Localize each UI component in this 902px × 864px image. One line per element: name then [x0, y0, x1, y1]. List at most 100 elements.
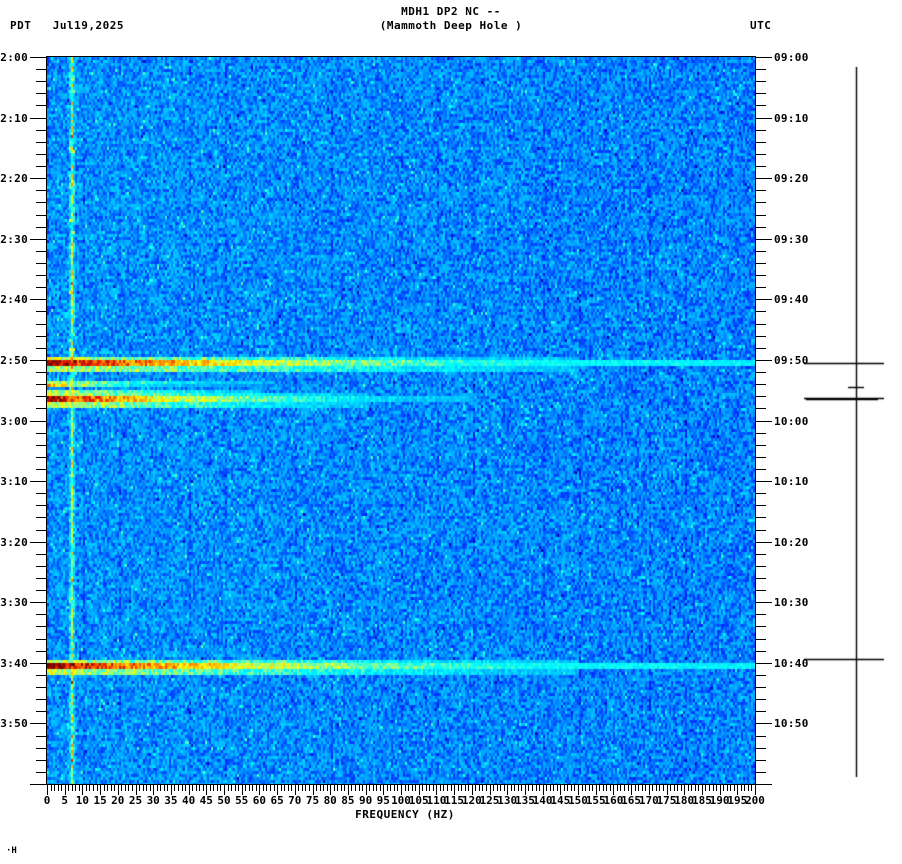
freq-label-115: 115 — [444, 794, 465, 807]
plot-border-top — [46, 56, 756, 57]
time-tick-minor-left — [36, 408, 46, 409]
time-tick-minor-left — [36, 166, 46, 167]
freq-tick-major — [419, 785, 420, 795]
time-tick-major-right — [756, 118, 772, 119]
freq-tick-minor — [681, 785, 682, 791]
time-label-left-0210: 02:10 — [0, 111, 28, 125]
time-label-left-0350: 03:50 — [0, 717, 28, 731]
time-tick-minor-right — [756, 372, 766, 373]
freq-tick-major — [47, 785, 48, 795]
freq-tick-major — [189, 785, 190, 795]
time-tick-minor-right — [756, 505, 766, 506]
freq-tick-minor — [51, 785, 52, 791]
time-tick-minor-right — [756, 614, 766, 615]
time-tick-minor-left — [36, 445, 46, 446]
freq-tick-minor — [213, 785, 214, 791]
time-label-right-1040: 10:40 — [774, 656, 809, 670]
freq-tick-minor — [497, 785, 498, 791]
freq-label-80: 80 — [323, 794, 337, 807]
time-tick-minor-left — [36, 687, 46, 688]
freq-label-150: 150 — [568, 794, 588, 807]
freq-tick-minor — [429, 785, 430, 791]
freq-tick-minor — [564, 785, 565, 791]
freq-label-145: 145 — [550, 794, 571, 807]
freq-tick-minor — [705, 785, 706, 791]
time-tick-minor-right — [756, 263, 766, 264]
freq-tick-minor — [355, 785, 356, 791]
freq-tick-minor — [635, 785, 636, 791]
freq-label-45: 45 — [199, 794, 213, 807]
freq-tick-minor — [589, 785, 590, 791]
plot-axis-right — [755, 57, 756, 785]
freq-tick-minor — [695, 785, 696, 791]
time-tick-minor-left — [36, 336, 46, 337]
freq-tick-minor — [412, 785, 413, 791]
time-label-right-0950: 09:50 — [774, 353, 809, 367]
freq-tick-major — [295, 785, 296, 795]
freq-label-60: 60 — [252, 794, 267, 807]
freq-tick-minor — [125, 785, 126, 791]
freq-tick-minor — [610, 785, 611, 791]
freq-tick-minor — [249, 785, 250, 791]
freq-tick-major — [82, 785, 83, 795]
freq-tick-minor — [143, 785, 144, 791]
time-tick-minor-right — [756, 736, 766, 737]
time-tick-minor-left — [36, 215, 46, 216]
time-label-left-0330: 03:30 — [0, 596, 28, 610]
freq-tick-minor — [716, 785, 717, 791]
time-tick-major-right — [756, 299, 772, 300]
freq-tick-major — [525, 785, 526, 795]
freq-label-25: 25 — [128, 794, 143, 807]
freq-label-15: 15 — [93, 794, 107, 807]
freq-tick-minor — [652, 785, 653, 791]
seismogram-trace-panel[interactable] — [800, 57, 902, 787]
freq-tick-minor — [139, 785, 140, 791]
time-tick-minor-left — [36, 699, 46, 700]
time-label-right-1010: 10:10 — [774, 475, 809, 489]
freq-tick-minor — [373, 785, 374, 791]
time-tick-minor-left — [36, 287, 46, 288]
time-tick-minor-left — [36, 772, 46, 773]
page-title: MDH1 DP2 NC -- — [401, 5, 501, 18]
freq-tick-minor — [514, 785, 515, 791]
freq-tick-major — [631, 785, 632, 795]
freq-tick-minor — [72, 785, 73, 791]
freq-tick-major — [65, 785, 66, 795]
time-label-right-1000: 10:00 — [774, 414, 809, 428]
freq-tick-minor — [536, 785, 537, 791]
freq-tick-minor — [744, 785, 745, 791]
freq-label-200: 200 — [745, 794, 765, 807]
freq-tick-minor — [709, 785, 710, 791]
freq-tick-minor — [86, 785, 87, 791]
freq-tick-minor — [302, 785, 303, 791]
freq-tick-minor — [415, 785, 416, 791]
freq-tick-minor — [217, 785, 218, 791]
freq-tick-minor — [121, 785, 122, 791]
time-tick-minor-left — [36, 81, 46, 82]
freq-tick-minor — [511, 785, 512, 791]
freq-tick-minor — [638, 785, 639, 791]
freq-tick-minor — [574, 785, 575, 791]
time-tick-minor-right — [756, 81, 766, 82]
freq-label-185: 185 — [691, 794, 712, 807]
freq-tick-minor — [182, 785, 183, 791]
spectrogram-plot[interactable] — [47, 57, 755, 784]
freq-tick-minor — [606, 785, 607, 791]
time-tick-minor-right — [756, 554, 766, 555]
time-tick-minor-right — [756, 215, 766, 216]
freq-tick-minor — [203, 785, 204, 791]
time-tick-minor-right — [756, 433, 766, 434]
time-tick-major-left — [30, 663, 46, 664]
time-tick-major-left — [30, 421, 46, 422]
freq-tick-minor — [178, 785, 179, 791]
freq-tick-minor — [451, 785, 452, 791]
freq-tick-minor — [557, 785, 558, 791]
time-tick-minor-right — [756, 227, 766, 228]
freq-tick-minor — [274, 785, 275, 791]
time-tick-minor-right — [756, 687, 766, 688]
time-tick-minor-left — [36, 263, 46, 264]
time-tick-minor-right — [756, 336, 766, 337]
plot-axis-bottom — [46, 784, 756, 785]
freq-tick-minor — [337, 785, 338, 791]
freq-label-175: 175 — [656, 794, 677, 807]
